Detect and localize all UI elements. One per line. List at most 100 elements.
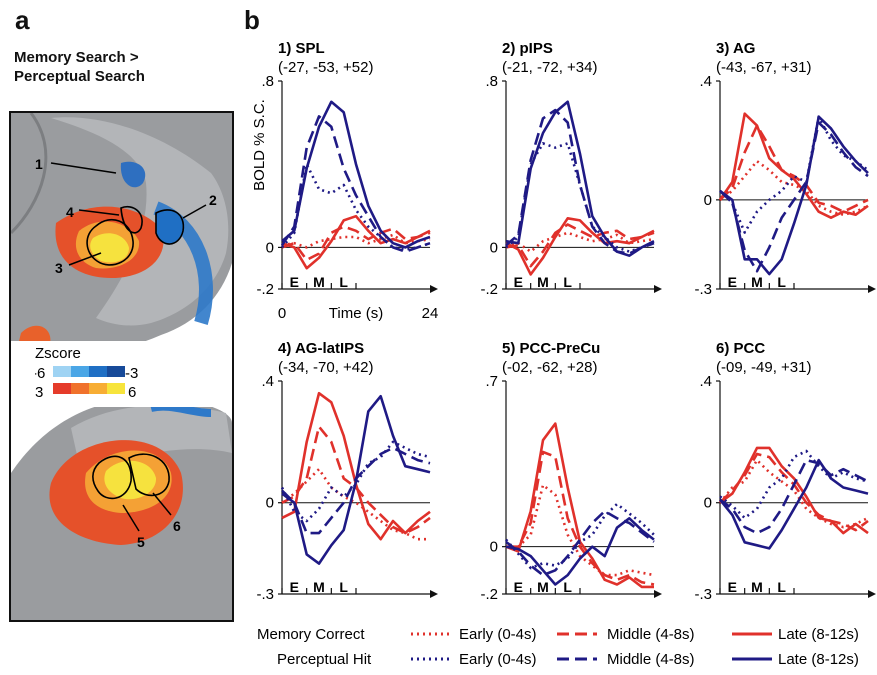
chart-title: 3) AG — [716, 40, 755, 57]
series-memory-early — [506, 483, 655, 577]
chart-panel-4: 4) AG-latIPS (-34, -70, +42).4 0 -.3 E M L — [256, 340, 438, 603]
roi-3-pointer — [68, 252, 102, 266]
y-tick-label: 0 — [266, 495, 274, 512]
x-axis-label: Time (s) — [329, 305, 383, 322]
blue-cluster-medial — [150, 402, 212, 417]
zscore-colorbar-svg: Zscore -6 -3 3 6 — [32, 345, 138, 401]
series-memory-late — [719, 446, 869, 535]
period-label: M — [313, 274, 325, 290]
legend-perceptual-late-text: Late (8-12s) — [778, 651, 859, 668]
legend-memory-late-text: Late (8-12s) — [778, 626, 859, 643]
roi-6-pointer — [152, 492, 172, 516]
chart-panel-3: 3) AG (-43, -67, +31).4 0 -.3 E M L — [694, 40, 876, 298]
series-memory-late — [505, 217, 655, 276]
chart-title: 1) SPL — [278, 40, 325, 57]
period-label: L — [563, 579, 572, 595]
zscore-pos-min: 3 — [35, 384, 43, 401]
roi-5-pointer — [122, 504, 140, 532]
series-memory-middle — [719, 452, 869, 532]
zscore-neg-max: -3 — [125, 365, 138, 382]
y-tick-label: -.3 — [694, 281, 712, 298]
zscore-pos-swatch — [53, 383, 71, 394]
y-tick-label: .7 — [485, 373, 498, 390]
period-label: E — [290, 274, 299, 290]
y-tick-label: .4 — [261, 373, 274, 390]
series-perceptual-middle — [719, 458, 869, 535]
chart-coords: (-27, -53, +52) — [278, 59, 373, 76]
zscore-pos-swatch — [71, 383, 89, 394]
series-memory-early — [718, 458, 869, 529]
series-perceptual-late — [719, 115, 869, 276]
chart-coords: (-09, -49, +31) — [716, 359, 811, 376]
x-axis-arrow — [430, 285, 438, 293]
chart-coords: (-02, -62, +28) — [502, 359, 597, 376]
chart-title: 5) PCC-PreCu — [502, 340, 600, 357]
series-perceptual-middle — [719, 121, 869, 273]
x-axis-arrow — [868, 590, 876, 598]
series-perceptual-late — [718, 458, 869, 550]
surface-highlight — [51, 117, 229, 326]
period-label: E — [514, 579, 523, 595]
period-label: M — [313, 579, 325, 595]
series-memory-early — [719, 159, 869, 216]
series-perceptual-early — [719, 115, 869, 234]
legend-perceptual-early-text: Early (0-4s) — [459, 651, 537, 668]
zscore-pos-swatch — [89, 383, 107, 394]
roi-3-outline — [86, 218, 134, 266]
chart-title: 2) pIPS — [502, 40, 553, 57]
sulcus-1 — [11, 113, 48, 235]
x-axis-arrow — [430, 590, 438, 598]
period-label: M — [751, 274, 763, 290]
y-tick-label: 0 — [490, 239, 498, 256]
zscore-positive-scale — [53, 383, 125, 394]
y-tick-label: -.2 — [480, 586, 498, 603]
x-axis-arrow — [654, 590, 662, 598]
y-tick-label: -.3 — [694, 586, 712, 603]
series-perceptual-early — [280, 440, 431, 523]
y-tick-label: 0 — [704, 495, 712, 512]
y-tick-label: .8 — [261, 73, 274, 90]
period-label: E — [728, 274, 737, 290]
period-label: M — [537, 274, 549, 290]
roi-4-label: 4 — [66, 204, 74, 220]
period-label: M — [751, 579, 763, 595]
legend-perceptual-label: Perceptual Hit — [277, 651, 372, 668]
zscore-neg-swatch — [89, 366, 107, 377]
period-label: E — [290, 579, 299, 595]
roi-2-outline — [155, 209, 185, 245]
panel-a-label: a — [15, 5, 30, 35]
chart-panel-6: 6) PCC (-09, -49, +31).4 0 -.3 E M L — [694, 340, 876, 603]
series-perceptual-early — [505, 502, 655, 570]
series-perceptual-late — [281, 100, 431, 249]
roi-4-pointer — [78, 209, 120, 216]
zscore-neg-swatch — [53, 366, 71, 377]
series-memory-middle — [506, 450, 655, 586]
period-label: L — [339, 579, 348, 595]
chart-coords: (-43, -67, +31) — [716, 59, 811, 76]
blue-cluster-1 — [120, 161, 146, 188]
chart-panel-5: 5) PCC-PreCu (-02, -62, +28).7 0 -.2 E M L — [480, 340, 662, 603]
contrast-title: Memory Search > Perceptual Search — [14, 48, 145, 86]
y-tick-label: 0 — [704, 192, 712, 209]
x-tick-label: 0 — [278, 305, 286, 322]
roi-2-label: 2 — [209, 192, 217, 208]
period-label: L — [777, 274, 786, 290]
period-label: E — [514, 274, 523, 290]
period-label: L — [339, 274, 348, 290]
chart-coords: (-21, -72, +34) — [502, 59, 597, 76]
period-label: M — [537, 579, 549, 595]
chart-panel-2: 2) pIPS (-21, -72, +34).8 0 -.2 E M L — [480, 40, 662, 298]
period-label: L — [563, 274, 572, 290]
chart-coords: (-34, -70, +42) — [278, 359, 373, 376]
series-perceptual-late — [281, 394, 431, 565]
series-memory-late — [718, 112, 869, 219]
roi-5-outline — [92, 455, 132, 500]
chart-title: 6) PCC — [716, 340, 765, 357]
period-label: E — [728, 579, 737, 595]
y-tick-label: -.3 — [256, 586, 274, 603]
zscore-negative-scale — [53, 366, 125, 377]
contrast-line-2: Perceptual Search — [14, 68, 145, 85]
series-memory-middle — [505, 223, 655, 268]
y-tick-label: .4 — [699, 73, 712, 90]
